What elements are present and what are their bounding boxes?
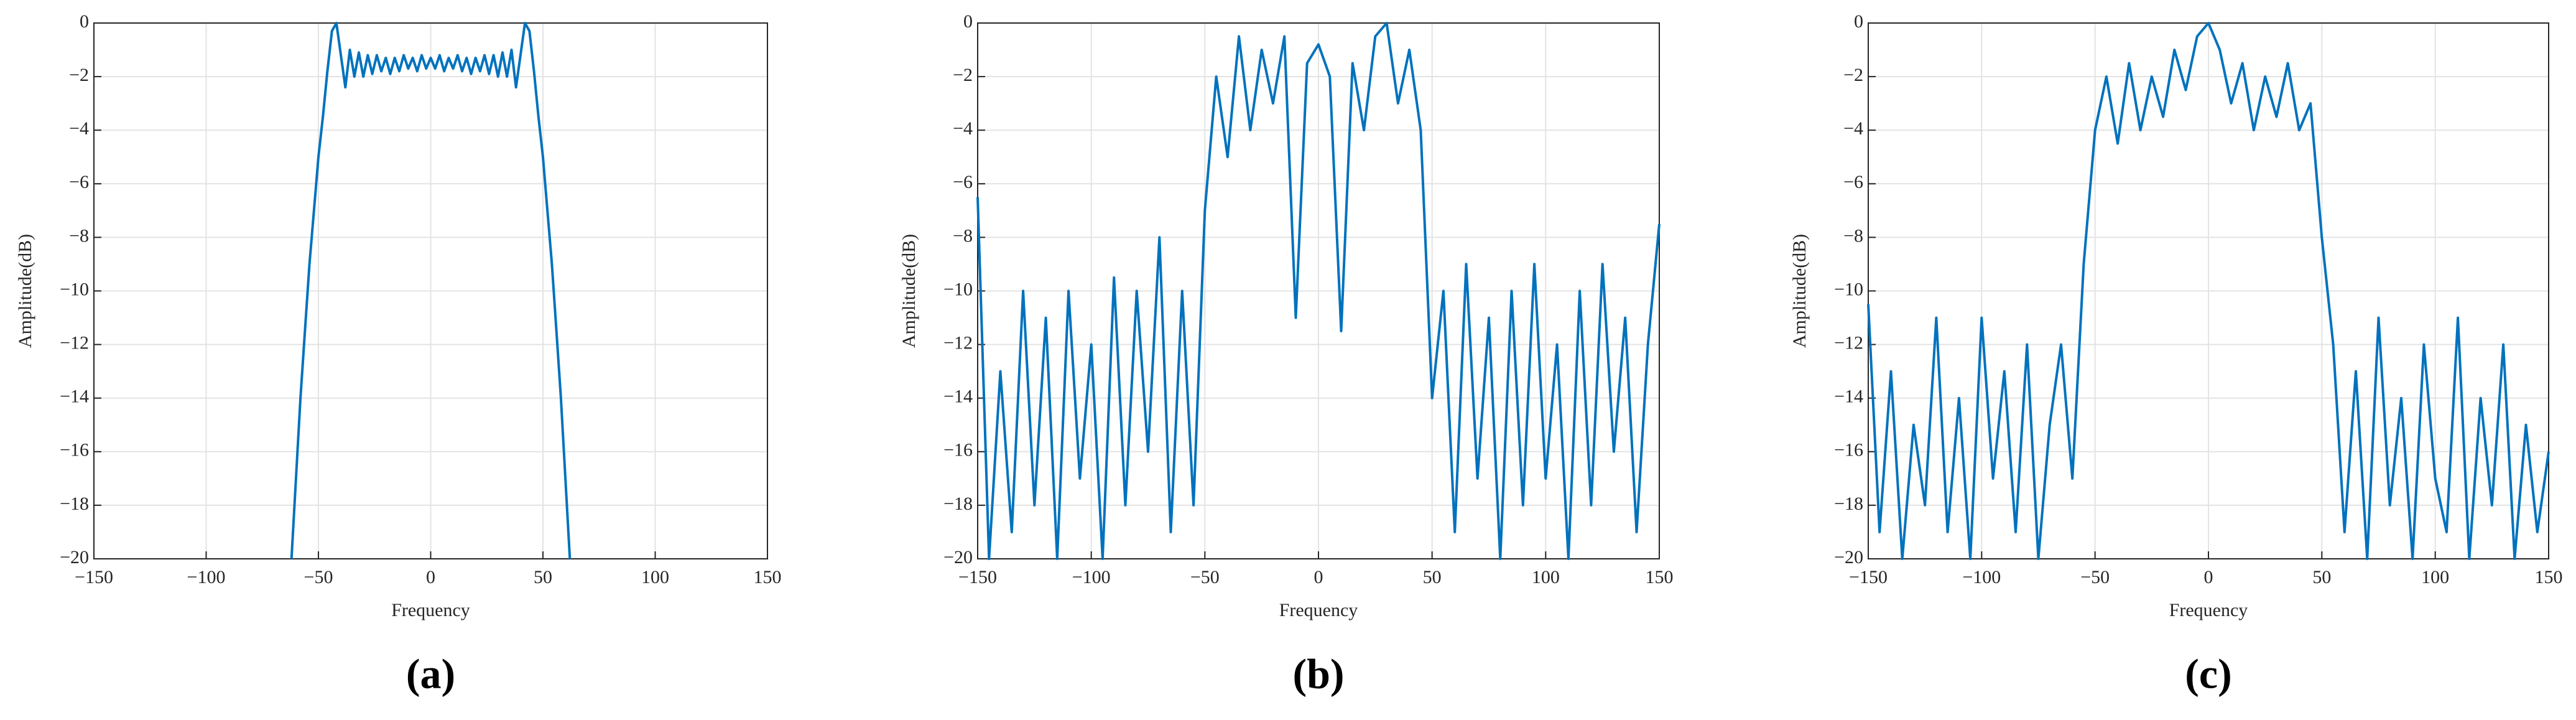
x-tick-label: −50 [2080,567,2110,587]
y-tick-label: −10 [1834,279,1863,299]
y-tick-label: −16 [1834,440,1863,461]
x-tick-label: 150 [1646,567,1674,587]
y-tick-label: 0 [1854,11,1863,32]
y-tick-label: −20 [1834,547,1863,568]
x-tick-label: 0 [426,567,435,587]
y-tick-label: −18 [60,493,89,514]
data-line [290,22,572,559]
data-line [1867,22,2550,560]
x-axis-label: Frequency [391,600,470,620]
x-tick-label: 0 [2204,567,2213,587]
x-tick-label: 50 [2312,567,2331,587]
y-tick-label: −8 [69,225,89,246]
y-tick-label: −2 [69,65,89,85]
x-tick-label: 0 [1314,567,1323,587]
y-tick-label: 0 [963,11,973,32]
y-tick-label: −4 [953,118,973,139]
x-tick-label: 100 [641,567,669,587]
y-tick-label: −18 [943,493,973,514]
y-tick-label: −14 [1834,386,1863,407]
x-tick-label: 150 [754,567,782,587]
x-tick-label: −50 [1190,567,1220,587]
y-tick-label: −20 [60,547,89,568]
x-tick-label: −50 [304,567,333,587]
x-tick-label: 50 [1423,567,1442,587]
axes-frame [93,22,768,559]
y-tick-label: −12 [1834,332,1863,353]
x-tick-label: 100 [1532,567,1560,587]
y-tick-label: −14 [60,386,89,407]
y-tick-label: −8 [953,225,973,246]
data-line [976,22,1661,560]
x-tick-label: −100 [1072,567,1111,587]
y-axis-label: Amplitude(dB) [15,234,35,348]
axes-frame [977,22,1660,559]
panel-caption: (c) [2185,650,2231,698]
y-tick-label: −6 [953,172,973,192]
y-tick-label: −14 [943,386,973,407]
y-tick-label: 0 [80,11,89,32]
y-axis-label: Amplitude(dB) [1789,234,1810,348]
y-axis-label: Amplitude(dB) [899,234,919,348]
y-tick-label: −10 [943,279,973,299]
y-tick-label: −16 [943,440,973,461]
x-axis-label: Frequency [1279,600,1358,620]
x-tick-label: 50 [534,567,552,587]
y-tick-label: −20 [943,547,973,568]
y-tick-label: −6 [1843,172,1863,192]
y-tick-label: −12 [60,332,89,353]
x-tick-label: −100 [187,567,226,587]
y-tick-label: −16 [60,440,89,461]
x-tick-label: −150 [1849,567,1888,587]
y-tick-label: −12 [943,332,973,353]
y-tick-label: −4 [1843,118,1863,139]
y-tick-label: −6 [69,172,89,192]
y-tick-label: −2 [953,65,973,85]
x-axis-label: Frequency [2169,600,2248,620]
x-tick-label: 150 [2535,567,2563,587]
y-tick-label: −18 [1834,493,1863,514]
x-tick-label: −150 [958,567,997,587]
x-tick-label: −100 [1962,567,2001,587]
x-tick-label: −150 [75,567,113,587]
x-tick-label: 100 [2421,567,2449,587]
panel-caption: (a) [406,650,455,698]
y-tick-label: −2 [1843,65,1863,85]
y-tick-label: −10 [60,279,89,299]
panel-caption: (b) [1292,650,1344,698]
y-tick-label: −8 [1843,225,1863,246]
y-tick-label: −4 [69,118,89,139]
